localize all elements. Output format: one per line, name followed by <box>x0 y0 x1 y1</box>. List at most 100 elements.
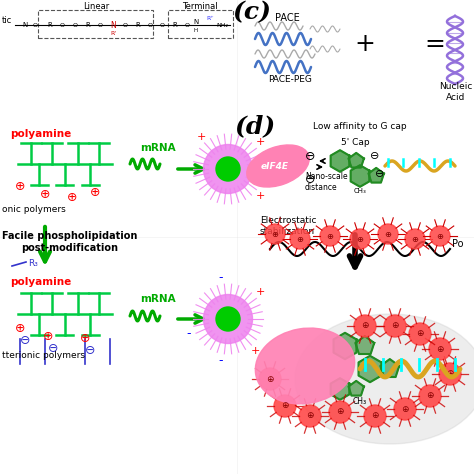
Text: R: R <box>136 22 140 28</box>
Text: (d): (d) <box>234 114 275 138</box>
Text: ⊕: ⊕ <box>411 235 419 244</box>
Text: ⊖: ⊖ <box>305 149 315 163</box>
Text: ⊖: ⊖ <box>20 335 30 347</box>
Text: PACE: PACE <box>275 13 300 23</box>
Text: R': R' <box>110 30 116 36</box>
Text: +: + <box>255 137 265 147</box>
Polygon shape <box>331 150 349 172</box>
Circle shape <box>216 157 240 181</box>
Ellipse shape <box>255 328 355 404</box>
Text: N: N <box>22 22 27 28</box>
Text: O: O <box>60 22 64 27</box>
Circle shape <box>290 229 310 249</box>
Circle shape <box>203 294 253 344</box>
Circle shape <box>430 226 450 246</box>
Text: O: O <box>33 22 37 27</box>
Text: -: - <box>219 354 223 367</box>
Text: =: = <box>425 32 446 56</box>
Text: Po: Po <box>452 239 464 249</box>
Text: polyamine: polyamine <box>10 277 71 287</box>
Text: ⊕: ⊕ <box>306 411 314 420</box>
Text: Linear: Linear <box>83 1 109 10</box>
Text: +: + <box>255 191 265 201</box>
Text: ⊕: ⊕ <box>43 329 53 343</box>
Text: Facile phospholipidation
post-modification: Facile phospholipidation post-modificati… <box>2 231 137 253</box>
Text: ⊕: ⊕ <box>272 229 279 238</box>
Text: tterionic polymers: tterionic polymers <box>2 352 85 361</box>
Text: ⊕: ⊕ <box>40 188 50 201</box>
Text: ⊕: ⊕ <box>15 322 25 336</box>
Text: ⊖: ⊖ <box>375 169 385 179</box>
Text: ⊕: ⊕ <box>446 370 454 379</box>
Text: CH₃: CH₃ <box>354 188 366 194</box>
Text: R: R <box>47 22 52 28</box>
Text: O: O <box>73 22 78 27</box>
Text: +: + <box>250 346 260 356</box>
Text: PACE-PEG: PACE-PEG <box>268 74 312 83</box>
Text: +: + <box>196 132 206 142</box>
Text: eIF4E: eIF4E <box>261 162 289 171</box>
Polygon shape <box>380 359 399 377</box>
Circle shape <box>394 398 416 420</box>
Text: H: H <box>194 27 198 33</box>
Text: onic polymers: onic polymers <box>2 204 66 213</box>
Text: tic: tic <box>2 16 12 25</box>
Text: polyamine: polyamine <box>10 129 71 139</box>
Circle shape <box>216 307 240 331</box>
Circle shape <box>439 363 461 385</box>
Text: Terminal: Terminal <box>182 1 218 10</box>
Text: ⊖: ⊖ <box>48 341 58 355</box>
Text: ⊕: ⊕ <box>384 229 392 238</box>
Text: O: O <box>98 22 102 27</box>
Text: ⊖: ⊖ <box>370 151 380 161</box>
Text: ⊕: ⊕ <box>437 231 444 240</box>
Circle shape <box>274 395 296 417</box>
Polygon shape <box>331 378 349 400</box>
Polygon shape <box>348 381 364 396</box>
Text: -: - <box>186 327 191 340</box>
Polygon shape <box>351 165 369 187</box>
Text: O: O <box>122 22 128 27</box>
Text: ⊕: ⊕ <box>80 332 90 346</box>
Text: mRNA: mRNA <box>140 294 176 304</box>
Text: R₃: R₃ <box>28 259 38 268</box>
Circle shape <box>419 385 441 407</box>
Text: ⊕: ⊕ <box>15 180 25 192</box>
Circle shape <box>354 315 376 337</box>
Text: R: R <box>86 22 91 28</box>
Circle shape <box>265 224 285 244</box>
Circle shape <box>429 338 451 360</box>
Text: Nucleic
Acid: Nucleic Acid <box>439 82 473 102</box>
Circle shape <box>299 405 321 427</box>
Polygon shape <box>348 153 364 167</box>
Text: +: + <box>355 32 375 56</box>
Text: ⊕: ⊕ <box>371 411 379 420</box>
Text: +: + <box>255 287 265 297</box>
Polygon shape <box>356 336 374 354</box>
Text: 5' Cap: 5' Cap <box>341 137 369 146</box>
Circle shape <box>320 226 340 246</box>
Text: (c): (c) <box>233 0 272 24</box>
Ellipse shape <box>247 145 309 187</box>
Ellipse shape <box>295 314 474 444</box>
Circle shape <box>405 229 425 249</box>
Circle shape <box>378 224 398 244</box>
Circle shape <box>203 145 253 193</box>
Circle shape <box>259 368 281 390</box>
Text: ⊖: ⊖ <box>305 173 315 185</box>
Text: ⊕: ⊕ <box>416 329 424 338</box>
Polygon shape <box>368 168 384 182</box>
Text: ⊕: ⊕ <box>90 185 100 199</box>
Text: O: O <box>184 22 190 27</box>
Text: ⊕: ⊕ <box>361 321 369 330</box>
Text: R: R <box>173 22 177 28</box>
Text: Nano-scale
distance: Nano-scale distance <box>305 173 347 191</box>
Text: O: O <box>159 22 164 27</box>
Circle shape <box>384 315 406 337</box>
Text: ⊕: ⊕ <box>266 374 274 383</box>
Text: ⊕: ⊕ <box>336 408 344 417</box>
Text: ⊕: ⊕ <box>391 321 399 330</box>
Text: ⊕: ⊕ <box>281 401 289 410</box>
Text: ⊕: ⊕ <box>436 345 444 354</box>
Text: N: N <box>110 20 116 29</box>
